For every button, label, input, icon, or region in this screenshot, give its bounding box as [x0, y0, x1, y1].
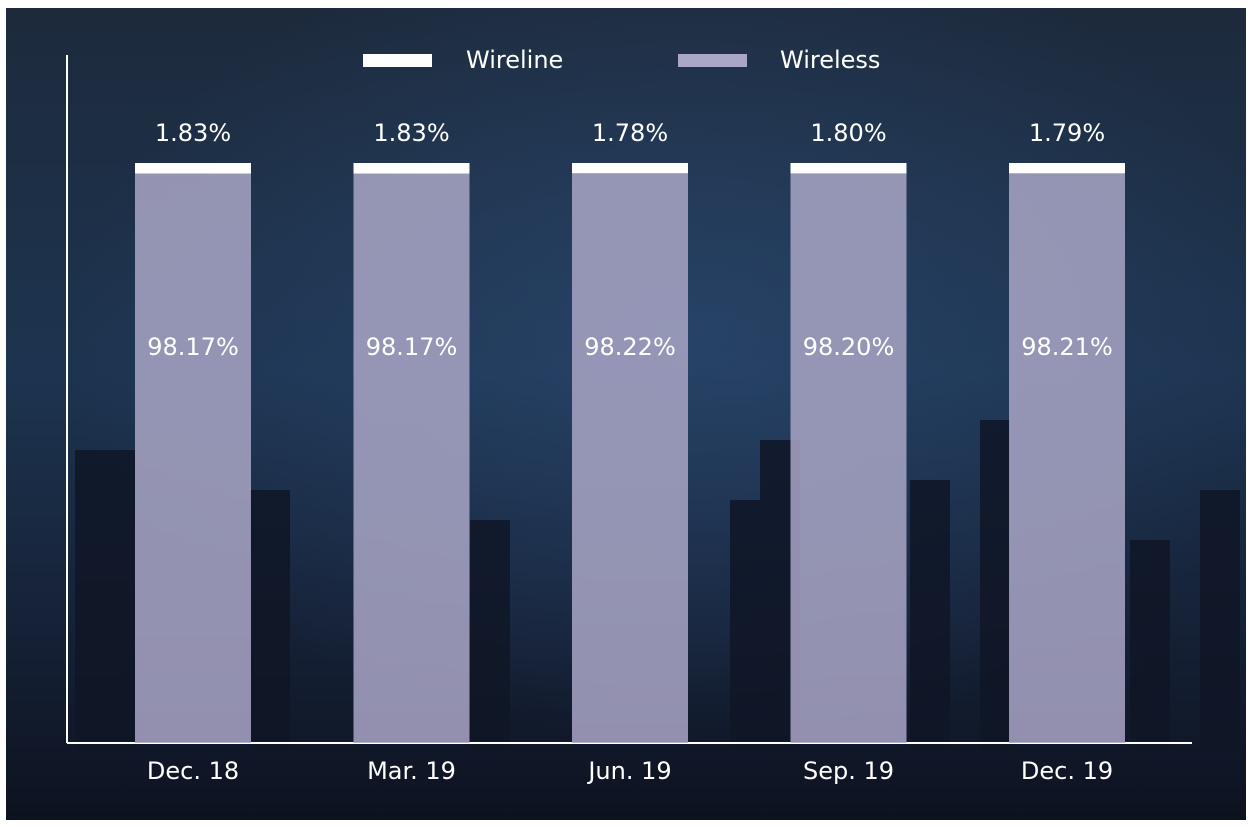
- x-tick-label: Dec. 18: [147, 757, 239, 785]
- x-tick-label: Sep. 19: [803, 757, 894, 785]
- value-label: 98.20%: [803, 333, 895, 361]
- legend-swatch: [678, 54, 747, 67]
- value-label: 98.17%: [366, 333, 458, 361]
- bar-segment: [572, 163, 688, 173]
- bar-segment: [791, 163, 907, 173]
- x-tick-label: Jun. 19: [586, 757, 671, 785]
- legend-swatch: [363, 54, 432, 67]
- value-label: 98.21%: [1021, 333, 1113, 361]
- value-label: 98.22%: [584, 333, 676, 361]
- chart: Wireline Wireless 98.17% 1.83% Dec. 18 98.17%…: [0, 0, 1252, 827]
- legend-label: Wireline: [466, 46, 563, 74]
- value-label: 1.83%: [155, 119, 231, 147]
- value-label: 1.80%: [810, 119, 886, 147]
- bar-segment: [354, 174, 470, 743]
- value-label: 1.79%: [1029, 119, 1105, 147]
- x-tick-label: Mar. 19: [367, 757, 456, 785]
- bar-segment: [1009, 173, 1125, 743]
- bar-segment: [1009, 163, 1125, 173]
- bar-segment: [572, 173, 688, 743]
- bar-segment: [354, 163, 470, 174]
- page: Wireline Wireless 98.17% 1.83% Dec. 18 98.17%…: [0, 0, 1252, 827]
- bar-segment: [791, 173, 907, 743]
- x-tick-label: Dec. 19: [1021, 757, 1113, 785]
- value-label: 1.78%: [592, 119, 668, 147]
- value-label: 1.83%: [373, 119, 449, 147]
- bar-segment: [135, 174, 251, 743]
- legend-label: Wireless: [780, 46, 880, 74]
- bar-segment: [135, 163, 251, 174]
- value-label: 98.17%: [147, 333, 239, 361]
